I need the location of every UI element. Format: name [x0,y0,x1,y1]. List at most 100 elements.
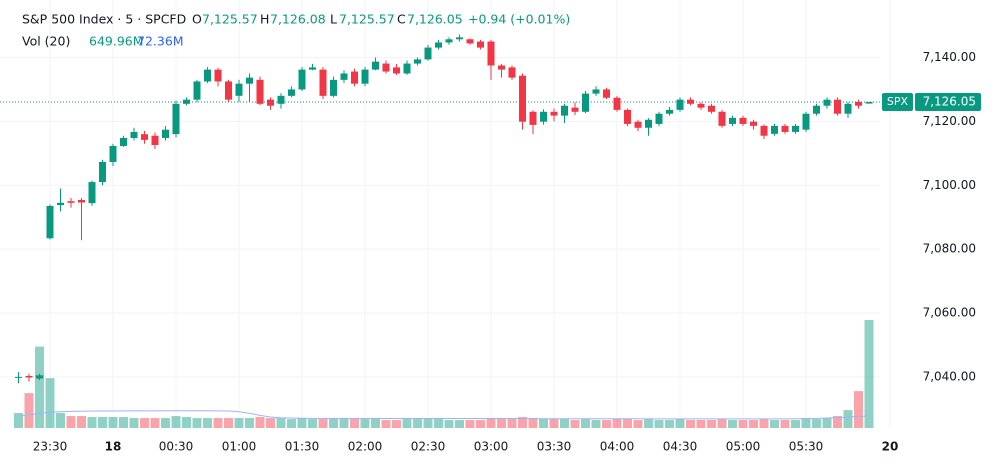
candle-body [267,99,274,106]
candle-body [666,109,673,114]
volume-bar [402,419,412,428]
candle-body [603,89,610,98]
volume-bar [329,419,338,428]
candle-body [592,89,600,94]
candle-body [204,69,211,82]
candle-body [865,102,873,104]
candle-body [214,69,222,82]
volume-bar [654,420,664,428]
x-tick-label: 18 [105,440,122,454]
volume-bar [455,420,464,428]
volume-bar [339,419,349,428]
y-tick-label: 7,140.00 [923,50,976,64]
volume-bar [528,418,538,428]
candle-body [760,125,768,136]
x-tick-label: 02:30 [411,440,446,454]
volume-bar [203,418,212,428]
candle-body [46,206,54,239]
candle-body [613,97,621,110]
price-pane [0,34,880,384]
axes: 7,040.00 7,060.00 7,080.00 7,100.00 7,120.00… [33,50,981,454]
candle-body [445,39,453,43]
volume-bar [570,420,580,428]
volume-bar [161,418,170,428]
x-tick-label: 20 [882,440,899,454]
y-tick-label: 7,060.00 [923,306,976,320]
close-value: 7,126.05 [407,12,463,27]
candle-body [676,99,684,110]
volume-bar [507,419,517,428]
x-tick-label: 04:30 [663,440,698,454]
price-tag [915,93,981,112]
x-tick-label: 03:30 [537,440,572,454]
volume-bar [644,419,653,428]
candle-body [655,113,663,124]
candle-body [36,375,43,379]
candle-body [739,117,747,124]
x-tick-label: 04:00 [600,440,635,454]
candle-body [487,41,495,66]
volume-bar [350,419,359,428]
volume-bar [665,420,674,428]
candle-body [508,67,516,78]
candle-body [130,131,138,138]
symbol-title: S&P 500 Index · 5 · SPCFD [22,12,186,27]
volume-bar [770,420,779,428]
candle-body [529,111,537,125]
volume-bar [318,419,328,428]
volume-bar [392,420,401,428]
candle-body [88,182,96,204]
volume-bar [56,413,65,428]
high-label: H [260,12,269,27]
volume-bar [759,419,769,428]
volume-bar [150,418,160,428]
volume-bar [822,418,832,428]
candle-body [298,69,306,90]
volume-bar [108,417,118,428]
candle-body [498,65,505,70]
y-tick-label: 7,040.00 [923,369,976,383]
volume-bar [434,419,443,428]
candle-body [256,79,264,104]
candle-body [466,39,474,44]
candle-body [424,47,432,60]
volume-bar [801,418,811,428]
candle-body [78,199,85,203]
candle-body [99,161,106,183]
price-tag-label: 7,126.05 [923,95,976,109]
candle-body [393,67,400,74]
candle-body [120,137,127,146]
volume-bar [864,320,874,428]
candle-body [246,77,253,84]
candle-body [645,119,652,128]
candle-body [15,376,22,378]
candle-body [813,105,820,114]
y-tick-label: 7,120.00 [923,114,976,128]
candle-body [361,69,369,84]
candle-body [477,41,484,48]
candle-body [193,81,201,100]
volume-bar [707,420,716,428]
candle-body [351,71,358,84]
candle-body [309,67,316,70]
x-tick-label: 01:30 [285,440,320,454]
volume-bar [45,378,55,428]
candle-body [277,95,285,104]
candle-body [823,99,831,106]
volume-pane [14,320,874,428]
candle-body [435,42,442,48]
high-value: 7,126.08 [270,12,326,27]
candle-body [151,135,159,146]
volume-bar [77,416,86,428]
x-tick-label: 03:00 [474,440,509,454]
candle-body [225,81,232,100]
x-tick-label: 02:00 [348,440,383,454]
volume-bar [843,410,853,428]
volume-bar [560,419,569,428]
volume-bar [360,419,370,428]
candle-body [834,99,841,114]
candle-body [67,201,75,203]
volume-bar [602,420,611,428]
candle-body [550,111,558,116]
